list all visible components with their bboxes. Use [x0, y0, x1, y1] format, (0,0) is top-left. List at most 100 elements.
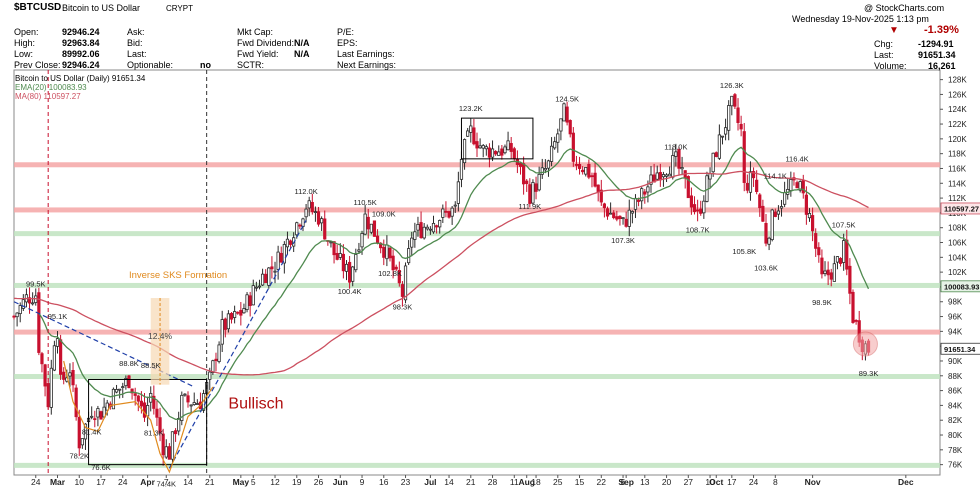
candle-body — [304, 208, 308, 218]
candle-body — [779, 206, 784, 209]
volume-value: 16,261 — [928, 61, 956, 71]
y-tick-label: 118K — [948, 150, 967, 159]
candle-body — [192, 402, 196, 406]
x-tick-label: Oct — [709, 477, 723, 487]
candle-body — [40, 353, 44, 365]
candle-body — [447, 211, 451, 218]
candle-body — [658, 172, 662, 181]
candle-body — [696, 209, 700, 212]
candle-body — [416, 224, 420, 231]
candle-body — [83, 423, 88, 440]
candle-body — [403, 265, 408, 301]
candle-body — [829, 272, 833, 280]
candle-body — [220, 319, 224, 345]
price-label: 114.1K — [764, 172, 787, 181]
candle-body — [114, 389, 119, 393]
candle-body — [372, 220, 377, 237]
candle-body — [565, 106, 569, 123]
candle-body — [310, 202, 314, 213]
x-tick-label: Mar — [50, 477, 66, 487]
candle-body — [111, 388, 116, 410]
candle-body — [21, 299, 25, 309]
horizontal-zone — [14, 207, 940, 213]
y-tick-label: 98K — [948, 298, 963, 307]
candle-body — [316, 211, 321, 225]
candle-body — [233, 311, 237, 318]
candle-body — [158, 417, 162, 434]
info-col3-values: N/A N/A — [294, 38, 310, 59]
candle-body — [845, 239, 849, 270]
candle-body — [251, 285, 255, 306]
y-tick-label: 104K — [948, 253, 967, 262]
y-tick-label: 86K — [948, 387, 963, 396]
candle-body — [795, 182, 799, 189]
candle-body — [671, 155, 675, 178]
candle-body — [655, 172, 659, 180]
x-tick-label: 6 — [621, 477, 626, 487]
price-label: 112.0K — [294, 187, 317, 196]
x-tick-label: 24 — [31, 477, 41, 487]
candle-body — [512, 148, 516, 160]
candle-body — [727, 105, 731, 131]
info-col1-labels: Open: High: Low: Prev Close: — [14, 27, 61, 70]
candle-body — [18, 305, 22, 315]
candle-body — [450, 207, 454, 217]
price-label: 107.5K — [832, 220, 856, 229]
candle-body — [323, 218, 327, 240]
candle-body — [525, 180, 529, 184]
candle-body — [748, 171, 753, 193]
candle-body — [761, 205, 765, 222]
candle-body — [807, 213, 812, 219]
candle-body — [59, 339, 63, 375]
horizontal-zone — [14, 231, 940, 237]
candle-body — [77, 417, 81, 449]
x-tick-label: 7 — [164, 477, 169, 487]
candle-body — [736, 107, 740, 123]
x-tick-label: 23 — [401, 477, 411, 487]
candle-body — [751, 171, 756, 179]
candle-body — [375, 235, 380, 244]
candle-body — [686, 176, 690, 199]
x-tick-label: 28 — [488, 477, 498, 487]
y-tick-label: 94K — [948, 327, 963, 336]
candle-body — [522, 163, 526, 185]
candle-body — [298, 224, 302, 227]
candle-body — [714, 152, 718, 157]
candle-body — [242, 308, 246, 314]
candle-body — [341, 253, 345, 272]
y-tick-label: 80K — [948, 431, 963, 440]
y-tick-label: 82K — [948, 416, 963, 425]
candle-body — [717, 134, 721, 159]
candle-body — [677, 149, 681, 169]
pattern-label: Inverse SKS Formation — [129, 270, 227, 281]
candle-body — [285, 238, 290, 248]
candle-body — [540, 167, 544, 175]
x-tick-label: 8 — [773, 477, 778, 487]
candle-body — [444, 210, 448, 213]
candle-body — [739, 123, 743, 130]
candle-body — [71, 370, 75, 386]
candle-body — [248, 295, 252, 307]
candle-body — [279, 252, 283, 263]
candle-body — [407, 248, 411, 264]
candle-body — [559, 118, 563, 132]
candle-body — [347, 261, 352, 283]
x-tick-label: 10 — [75, 477, 85, 487]
copyright: @ StockCharts.com — [864, 3, 945, 13]
candle-body — [332, 241, 336, 256]
candle-body — [170, 431, 175, 460]
candle-body — [553, 141, 557, 149]
info-col4: P/E: EPS: Last Earnings: Next Earnings: — [337, 27, 397, 70]
x-tick-label: 17 — [727, 477, 737, 487]
x-tick-label: Dec — [898, 477, 914, 487]
candle-body — [789, 179, 793, 191]
candle-body — [820, 257, 824, 275]
price-label: 100.4K — [338, 287, 362, 296]
candle-body — [164, 446, 168, 458]
price-label: 102.8K — [378, 269, 402, 278]
candle-body — [413, 231, 417, 240]
ascending-trendline — [168, 220, 307, 469]
legend-ma: MA(80) 110597.27 — [15, 92, 81, 101]
candle-body — [624, 218, 628, 227]
candle-body — [549, 145, 554, 162]
